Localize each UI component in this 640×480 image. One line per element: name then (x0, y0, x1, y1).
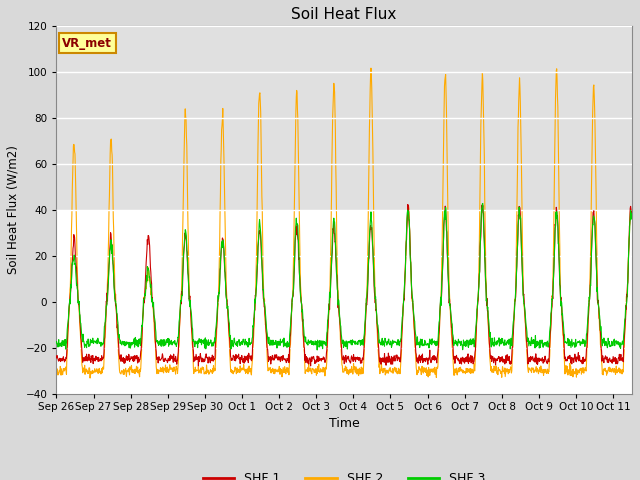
Legend: SHF 1, SHF 2, SHF 3: SHF 1, SHF 2, SHF 3 (198, 468, 490, 480)
Text: VR_met: VR_met (62, 37, 112, 50)
Y-axis label: Soil Heat Flux (W/m2): Soil Heat Flux (W/m2) (7, 145, 20, 274)
Title: Soil Heat Flux: Soil Heat Flux (291, 7, 397, 22)
X-axis label: Time: Time (329, 418, 360, 431)
Bar (56, 26, 632, 210)
